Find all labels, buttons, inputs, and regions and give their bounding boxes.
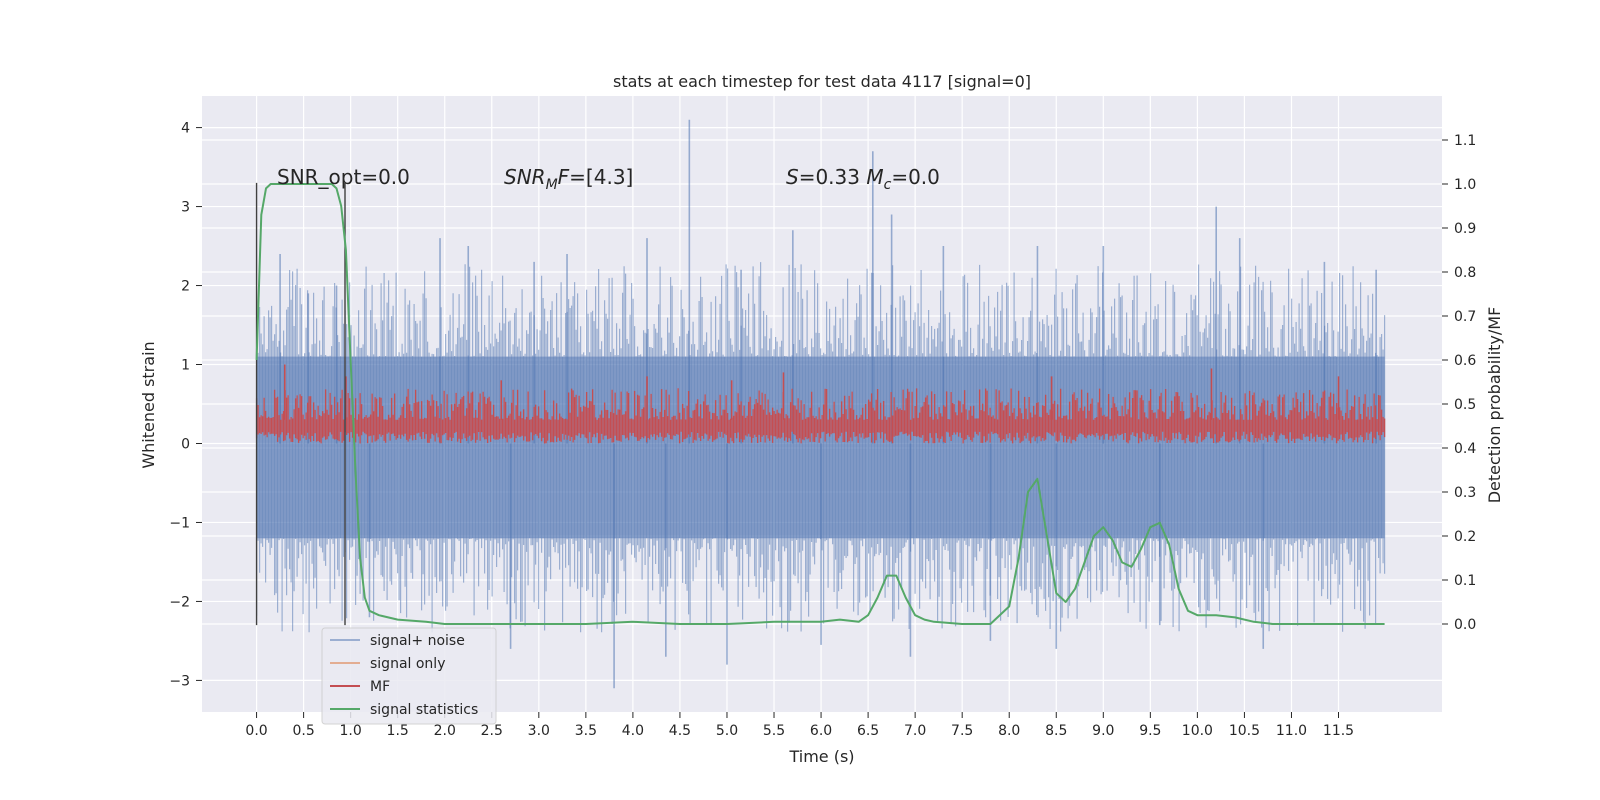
- x-tick-label: 8.5: [1045, 723, 1067, 739]
- y-tick-label: −1: [169, 515, 190, 531]
- y-right-tick-label: 1.0: [1454, 177, 1476, 193]
- y-right-tick-label: 0.5: [1454, 397, 1476, 413]
- y-right-axis-ticks: 0.0 0.1 0.2 0.3 0.4 0.5 0.6 0.7 0.8 0.9 1.0 1.1: [1442, 133, 1476, 633]
- x-tick-label: 1.5: [387, 723, 409, 739]
- x-tick-label: 2.5: [481, 723, 503, 739]
- x-axis-label: Time (s): [788, 747, 854, 766]
- y-tick-label: −2: [169, 594, 190, 610]
- x-tick-label: 9.5: [1139, 723, 1161, 739]
- y-tick-label: 1: [181, 358, 190, 374]
- y-right-tick-label: 0.7: [1454, 309, 1476, 325]
- y-tick-label: 4: [181, 121, 190, 137]
- y-right-tick-label: 0.1: [1454, 573, 1476, 589]
- x-tick-label: 7.5: [951, 723, 973, 739]
- x-tick-label: 11.5: [1323, 723, 1354, 739]
- x-tick-label: 10.5: [1229, 723, 1260, 739]
- x-tick-label: 0.0: [245, 723, 267, 739]
- x-axis-ticks: 0.0 0.5 1.0 1.5 2.0 2.5 3.0 3.5 4.0 4.5 5.0 5.5 6.0 6…: [245, 712, 1354, 739]
- x-tick-label: 2.0: [434, 723, 456, 739]
- annotation-snr-mf: SNRMF=[4.3]: [504, 165, 633, 193]
- y-tick-label: 0: [181, 436, 190, 452]
- legend: signal+ noise signal only MF signal stat…: [321, 627, 497, 725]
- chart-title: stats at each timestep for test data 411…: [613, 72, 1031, 91]
- x-tick-label: 1.0: [340, 723, 362, 739]
- y-right-tick-label: 1.1: [1454, 133, 1476, 149]
- legend-label-signal-noise: signal+ noise: [370, 633, 465, 649]
- x-tick-label: 4.5: [669, 723, 691, 739]
- y-axis-ticks: −3 −2 −1 0 1 2 3 4: [169, 121, 202, 689]
- x-tick-label: 0.5: [292, 723, 314, 739]
- annotation-s-mc: S=0.33 Mc=0.0: [786, 165, 940, 193]
- x-tick-label: 3.5: [575, 723, 597, 739]
- x-tick-label: 4.0: [622, 723, 644, 739]
- x-tick-label: 7.0: [904, 723, 926, 739]
- x-tick-label: 6.5: [857, 723, 879, 739]
- y-axis-label: Whitened strain: [139, 341, 158, 468]
- vertical-markers: [255, 182, 346, 626]
- x-tick-label: 8.0: [998, 723, 1020, 739]
- y-right-tick-label: 0.0: [1454, 617, 1476, 633]
- annotation-snr-opt: SNR_opt=0.0: [277, 165, 410, 189]
- y-right-axis-label: Detection probability/MF: [1485, 307, 1504, 504]
- x-tick-label: 9.0: [1092, 723, 1114, 739]
- legend-label-signal-only: signal only: [370, 656, 445, 672]
- y-tick-label: 2: [181, 279, 190, 295]
- x-tick-label: 5.5: [763, 723, 785, 739]
- y-right-tick-label: 0.4: [1454, 441, 1476, 457]
- y-tick-label: 3: [181, 200, 190, 216]
- y-right-tick-label: 0.8: [1454, 265, 1476, 281]
- y-right-tick-label: 0.9: [1454, 221, 1476, 237]
- x-tick-label: 5.0: [716, 723, 738, 739]
- signal-statistics-line: [255, 183, 1385, 625]
- legend-label-signal-statistics: signal statistics: [370, 702, 478, 718]
- x-tick-label: 6.0: [810, 723, 832, 739]
- y-right-tick-label: 0.3: [1454, 485, 1476, 501]
- x-tick-label: 11.0: [1276, 723, 1307, 739]
- x-tick-label: 10.0: [1182, 723, 1213, 739]
- y-right-tick-label: 0.2: [1454, 529, 1476, 545]
- x-tick-label: 3.0: [528, 723, 550, 739]
- signal-statistics-series: [255, 183, 1385, 625]
- y-tick-label: −3: [169, 673, 190, 689]
- signal-noise-series: [256, 119, 1386, 689]
- y-right-tick-label: 0.6: [1454, 353, 1476, 369]
- legend-label-mf: MF: [370, 679, 390, 695]
